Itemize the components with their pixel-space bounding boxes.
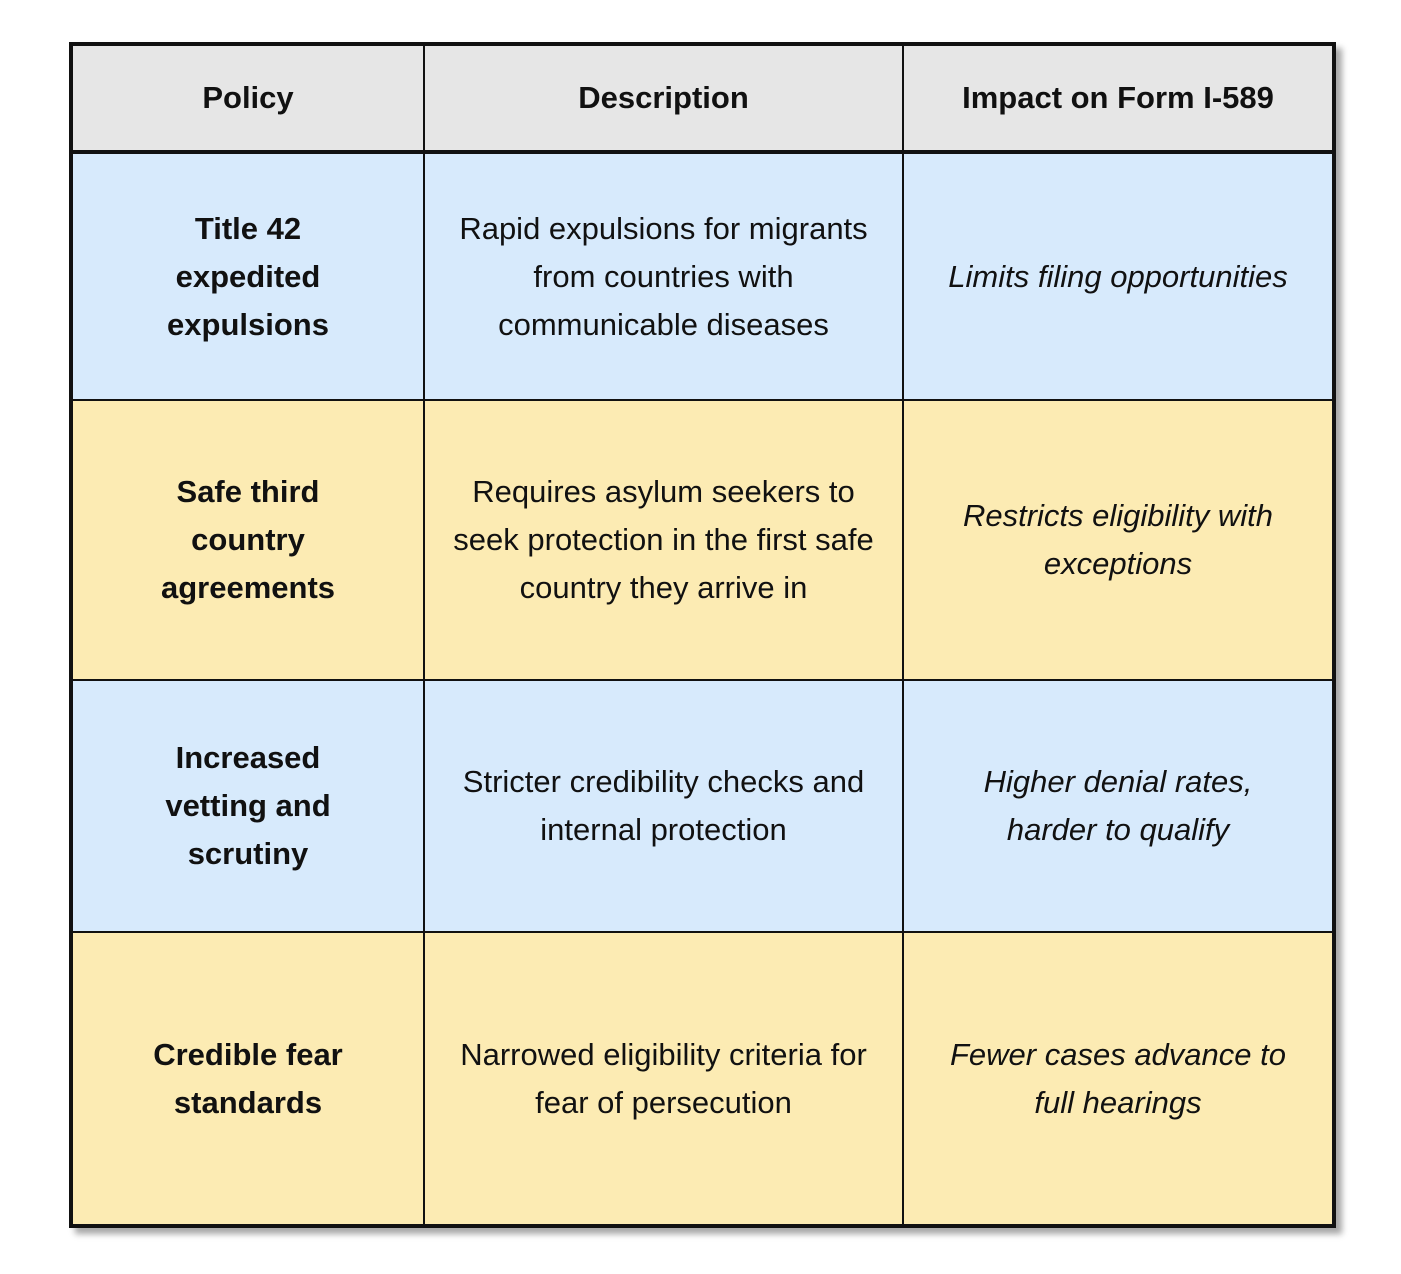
header-cell: Description bbox=[423, 43, 904, 154]
table-row: Increased vetting and scrutiny Stricter c… bbox=[70, 679, 1335, 933]
table-row: Credible fear standards Narrowed eligibil… bbox=[70, 931, 1335, 1227]
table-cell: Restricts eligibility with exceptions bbox=[902, 399, 1335, 681]
table-cell: Credible fear standards bbox=[70, 931, 425, 1227]
table-cell: Narrowed eligibility criteria for fear o… bbox=[423, 931, 904, 1227]
table-header: Policy Description Impact on Form I-589 bbox=[70, 43, 1335, 154]
header-cell: Policy bbox=[70, 43, 425, 154]
table-cell: Stricter credibility checks and internal… bbox=[423, 679, 904, 933]
table-cell: Higher denial rates, harder to qualify bbox=[902, 679, 1335, 933]
table-cell: Rapid expulsions for migrants from count… bbox=[423, 151, 904, 401]
header-cell: Impact on Form I-589 bbox=[902, 43, 1335, 154]
table-row: Title 42 expedited expulsions Rapid expul… bbox=[70, 151, 1335, 401]
table-row: Safe third country agreements Requires as… bbox=[70, 399, 1335, 681]
table-cell: Safe third country agreements bbox=[70, 399, 425, 681]
table-cell: Requires asylum seekers to seek protecti… bbox=[423, 399, 904, 681]
table-body: Title 42 expedited expulsions Rapid expul… bbox=[70, 151, 1335, 1227]
header-row: Policy Description Impact on Form I-589 bbox=[70, 43, 1335, 154]
table-cell: Title 42 expedited expulsions bbox=[70, 151, 425, 401]
policy-table: Policy Description Impact on Form I-589 Ti… bbox=[69, 42, 1336, 1228]
table-cell: Increased vetting and scrutiny bbox=[70, 679, 425, 933]
table-cell: Fewer cases advance to full hearings bbox=[902, 931, 1335, 1227]
table-cell: Limits filing opportunities bbox=[902, 151, 1335, 401]
